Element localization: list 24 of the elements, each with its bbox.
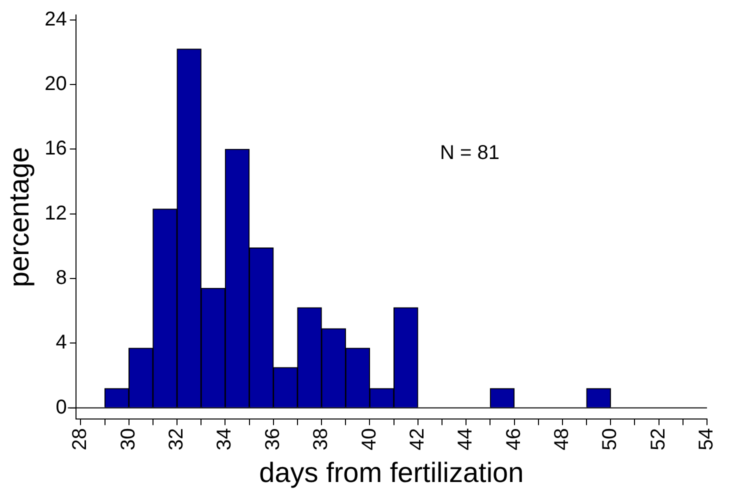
- x-tick-label: 52: [647, 428, 670, 450]
- x-tick-label: 38: [310, 428, 332, 450]
- x-tick-label: 54: [696, 428, 718, 450]
- annotation: N = 81: [440, 142, 500, 165]
- x-tick-label: 34: [214, 428, 236, 450]
- x-tick-label: 42: [406, 428, 428, 450]
- y-tick-label: 16: [44, 138, 67, 160]
- y-tick-label: 24: [44, 8, 67, 30]
- x-tick-label: 30: [117, 428, 140, 450]
- x-tick-label: 28: [69, 428, 92, 450]
- x-tick-label: 46: [502, 428, 525, 450]
- x-axis-title: days from fertilization: [259, 456, 524, 488]
- x-tick-label: 48: [550, 428, 573, 450]
- x-tick-label: 50: [599, 428, 622, 450]
- y-tick-label: 8: [56, 267, 67, 290]
- x-tick-label: 40: [358, 428, 380, 450]
- x-tick-label: 44: [454, 428, 477, 450]
- y-tick-label: 12: [44, 202, 67, 224]
- y-tick-label: 4: [56, 332, 67, 354]
- x-tick-label: 36: [262, 428, 284, 450]
- x-tick-label: 32: [166, 428, 188, 450]
- y-axis-title: percentage: [4, 147, 35, 288]
- y-tick-label: 0: [56, 396, 67, 418]
- y-tick-label: 20: [44, 73, 67, 96]
